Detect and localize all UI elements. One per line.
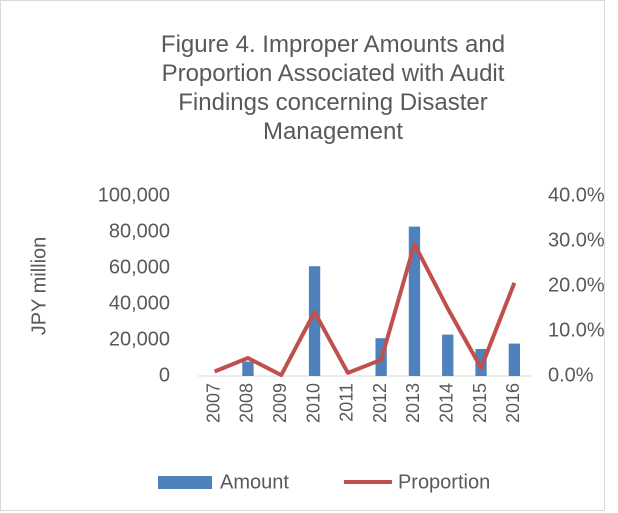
- x-tick-label: 2016: [503, 383, 523, 423]
- bar: [442, 334, 454, 376]
- y-tick-label: 100,000: [98, 184, 170, 206]
- x-tick-label: 2008: [237, 383, 257, 423]
- y2-tick-label: 0.0%: [548, 364, 594, 386]
- y-tick-label: 60,000: [109, 256, 170, 278]
- legend-label: Amount: [220, 471, 289, 493]
- x-tick-label: 2009: [270, 383, 290, 423]
- y-tick-label: 80,000: [109, 220, 170, 242]
- legend-swatch: [158, 476, 212, 489]
- y-axis-label: JPY million: [28, 237, 50, 336]
- x-tick-label: 2013: [403, 383, 423, 423]
- y-tick-label: 0: [159, 364, 170, 386]
- legend-label: Proportion: [398, 471, 490, 493]
- bar: [308, 266, 321, 376]
- bar: [408, 226, 421, 376]
- y2-tick-label: 10.0%: [548, 319, 605, 341]
- y2-tick-label: 20.0%: [548, 274, 605, 296]
- x-tick-label: 2012: [370, 383, 390, 423]
- x-tick-label: 2010: [303, 383, 323, 423]
- line: [213, 242, 517, 378]
- chart-border: [0, 0, 605, 511]
- y2-tick-label: 40.0%: [548, 184, 605, 206]
- bar: [508, 343, 521, 376]
- chart-title: Figure 4. Improper Amounts and Proportio…: [160, 31, 506, 145]
- x-tick-label: 2015: [470, 383, 490, 423]
- bar: [242, 361, 254, 376]
- y2-tick-label: 30.0%: [548, 229, 605, 251]
- y-tick-label: 20,000: [109, 328, 170, 350]
- x-tick-label: 2011: [337, 383, 357, 422]
- x-tick-label: 2007: [203, 383, 223, 423]
- x-tick-label: 2014: [437, 383, 457, 423]
- y-tick-label: 40,000: [109, 292, 170, 314]
